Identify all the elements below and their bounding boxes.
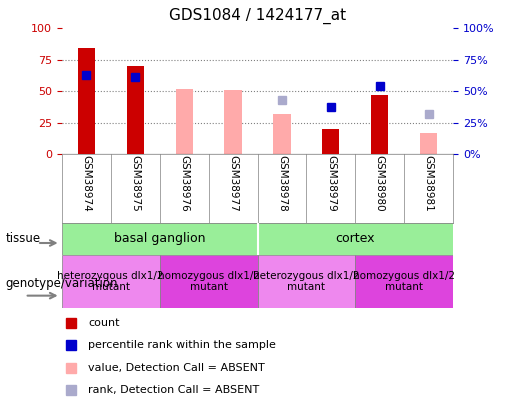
Text: GSM38977: GSM38977 — [228, 155, 238, 212]
Text: GSM38975: GSM38975 — [130, 155, 140, 212]
Title: GDS1084 / 1424177_at: GDS1084 / 1424177_at — [169, 8, 346, 24]
Bar — [322, 129, 339, 154]
Bar — [176, 89, 193, 154]
Text: heterozygous dlx1/2
mutant: heterozygous dlx1/2 mutant — [58, 271, 164, 292]
Text: heterozygous dlx1/2
mutant: heterozygous dlx1/2 mutant — [253, 271, 359, 292]
FancyBboxPatch shape — [355, 255, 453, 308]
FancyBboxPatch shape — [258, 223, 453, 255]
Bar — [127, 66, 144, 154]
Text: GSM38976: GSM38976 — [179, 155, 189, 212]
Bar — [273, 114, 290, 154]
Text: basal ganglion: basal ganglion — [114, 232, 205, 245]
Text: GSM38974: GSM38974 — [81, 155, 91, 212]
FancyBboxPatch shape — [258, 255, 355, 308]
Bar — [78, 49, 95, 154]
Text: GSM38979: GSM38979 — [326, 155, 336, 212]
FancyBboxPatch shape — [160, 255, 258, 308]
Text: cortex: cortex — [336, 232, 375, 245]
Text: homozygous dlx1/2
mutant: homozygous dlx1/2 mutant — [158, 271, 260, 292]
Text: tissue: tissue — [5, 232, 40, 245]
Bar — [371, 95, 388, 154]
FancyBboxPatch shape — [62, 223, 258, 255]
Bar — [225, 90, 242, 154]
Text: percentile rank within the sample: percentile rank within the sample — [88, 340, 276, 350]
Text: genotype/variation: genotype/variation — [5, 277, 117, 290]
Text: rank, Detection Call = ABSENT: rank, Detection Call = ABSENT — [88, 385, 260, 395]
Text: GSM38981: GSM38981 — [424, 155, 434, 212]
Text: value, Detection Call = ABSENT: value, Detection Call = ABSENT — [88, 362, 265, 373]
Text: GSM38980: GSM38980 — [375, 155, 385, 212]
Text: GSM38978: GSM38978 — [277, 155, 287, 212]
Bar — [420, 132, 437, 154]
Text: homozygous dlx1/2
mutant: homozygous dlx1/2 mutant — [353, 271, 455, 292]
FancyBboxPatch shape — [62, 255, 160, 308]
Text: count: count — [88, 318, 119, 328]
